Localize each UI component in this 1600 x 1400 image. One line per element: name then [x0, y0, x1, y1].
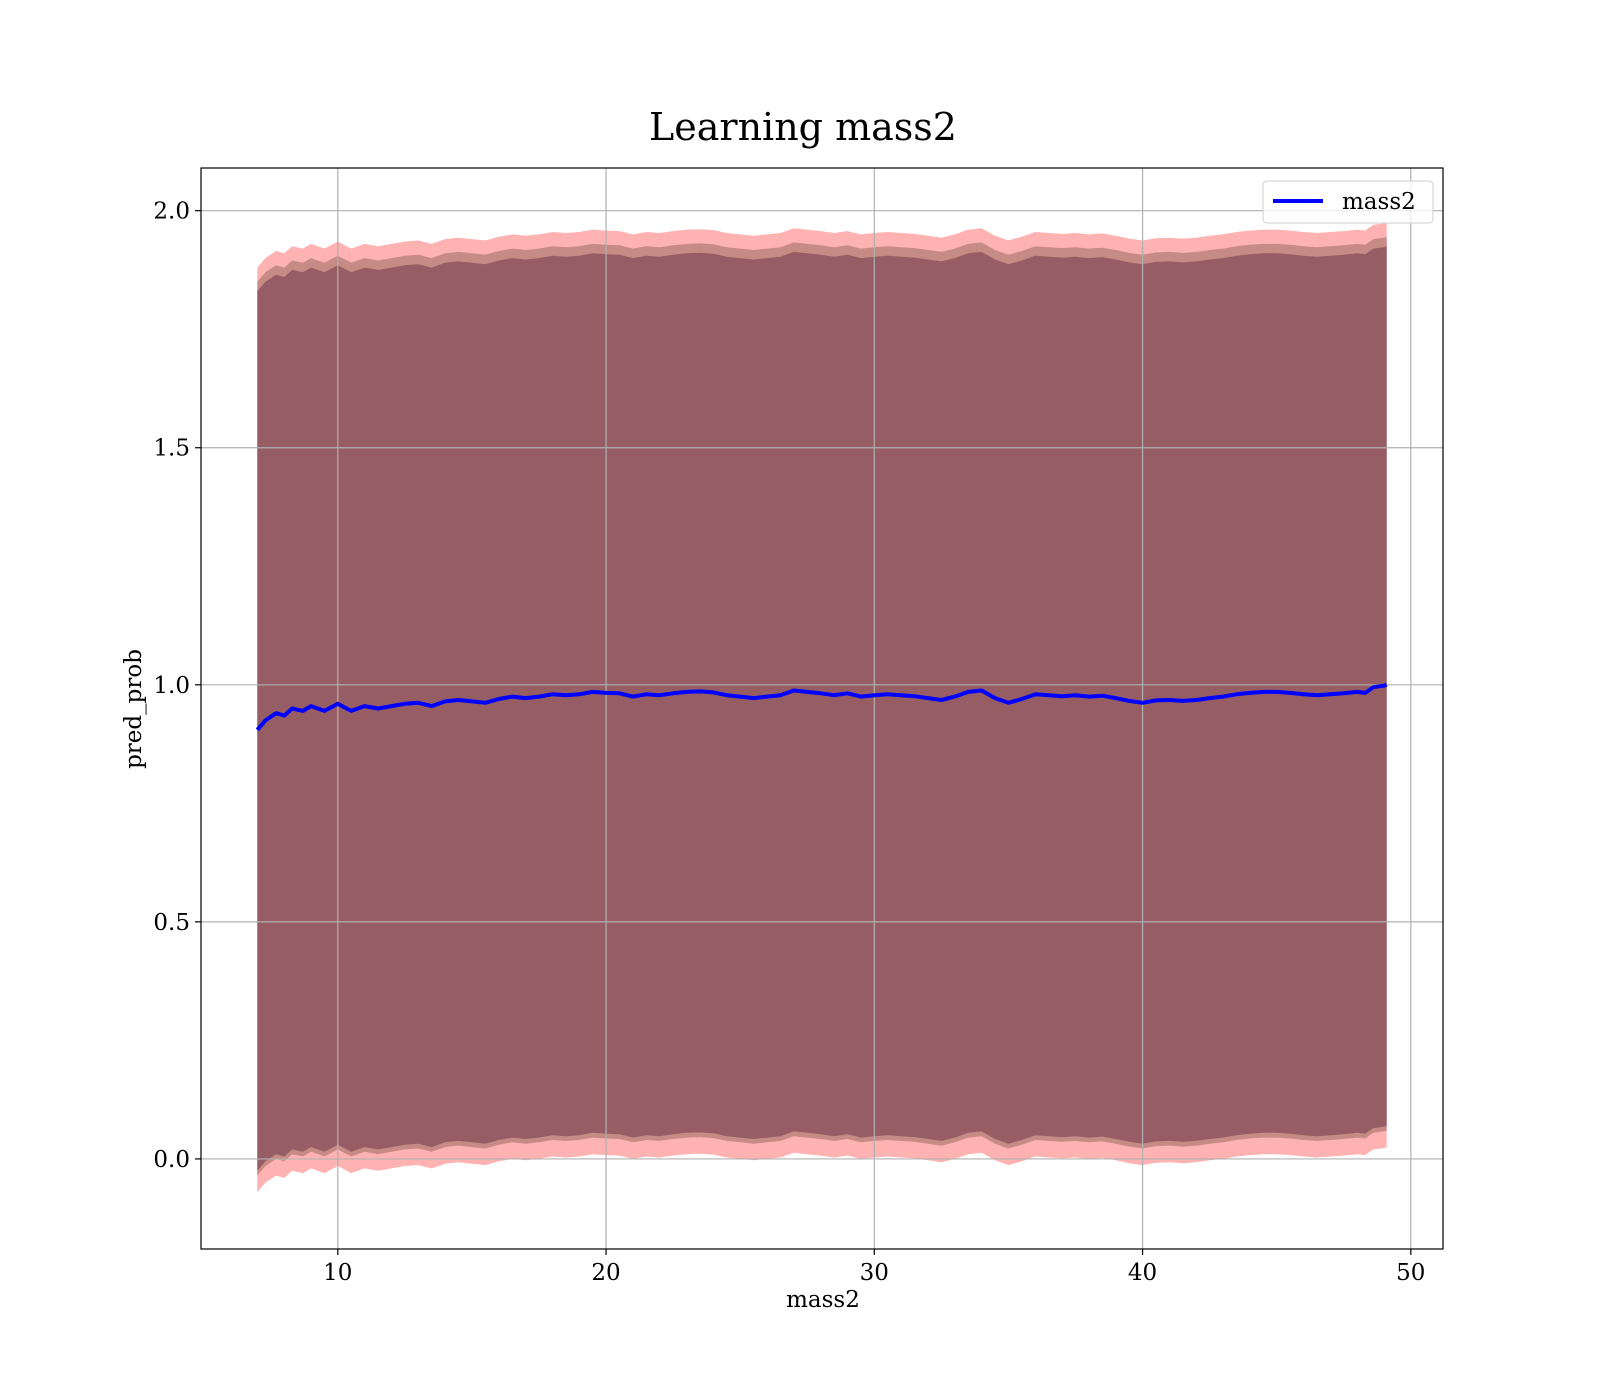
y-tick-label: 0.5: [153, 910, 190, 936]
confidence-band-3: [257, 246, 1387, 1171]
legend: mass2: [1262, 180, 1434, 224]
plot-frame: [200, 167, 1444, 1250]
legend-box: [1262, 180, 1434, 224]
confidence-bands: [257, 222, 1387, 1193]
y-axis-ticks: 0.0 0.5 1.0 1.5 2.0: [153, 199, 201, 1173]
y-tick-label: 1.0: [153, 673, 190, 699]
x-tick-label: 50: [1396, 1260, 1425, 1286]
grid-lines: [201, 168, 1443, 1249]
y-tick-label: 1.5: [153, 436, 190, 462]
x-tick-label: 10: [323, 1260, 352, 1286]
y-tick-label: 0.0: [153, 1147, 190, 1173]
x-tick-label: 20: [591, 1260, 620, 1286]
series-lines: [255, 682, 1388, 732]
plot-area: [200, 167, 1444, 1250]
chart-title: Learning mass2: [649, 105, 957, 149]
legend-entry-label: mass2: [1342, 189, 1416, 215]
y-tick-label: 2.0: [153, 199, 190, 225]
x-tick-label: 30: [860, 1260, 889, 1286]
x-tick-label: 40: [1128, 1260, 1157, 1286]
x-axis-ticks: 10 20 30 40 50: [323, 1249, 1425, 1286]
y-axis-label: pred_prob: [121, 649, 147, 769]
series-line-mass2: [255, 682, 1388, 732]
x-axis-label: mass2: [786, 1287, 860, 1313]
